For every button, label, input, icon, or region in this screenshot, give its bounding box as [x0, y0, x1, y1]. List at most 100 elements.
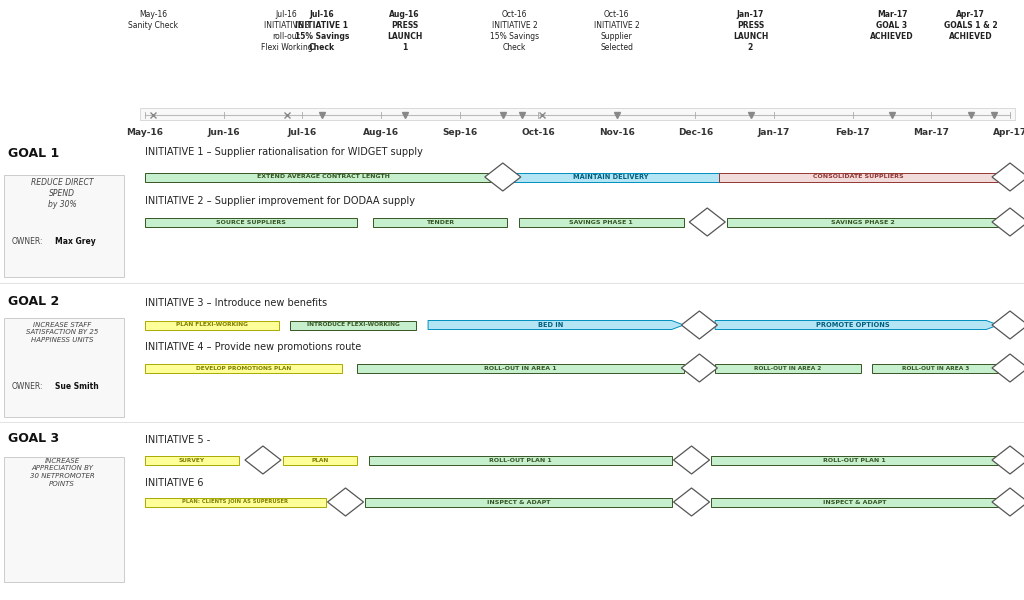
- Text: Oct-16: Oct-16: [521, 128, 555, 137]
- Text: INITIATIVE 1 – Supplier rationalisation for WIDGET supply: INITIATIVE 1 – Supplier rationalisation …: [145, 147, 423, 157]
- Bar: [145, 320, 279, 329]
- Bar: [715, 364, 860, 373]
- Polygon shape: [689, 208, 725, 236]
- Text: PROMOTE OPTIONS: PROMOTE OPTIONS: [816, 322, 890, 328]
- Text: INCREASE STAFF
SATISFACTION BY 25
HAPPINESS UNITS: INCREASE STAFF SATISFACTION BY 25 HAPPIN…: [26, 322, 98, 343]
- Bar: [145, 364, 342, 373]
- Text: INITIATIVE 4 – Provide new promotions route: INITIATIVE 4 – Provide new promotions ro…: [145, 342, 361, 352]
- Text: GOAL 3: GOAL 3: [8, 432, 59, 445]
- Polygon shape: [674, 488, 710, 516]
- Polygon shape: [681, 311, 718, 339]
- FancyBboxPatch shape: [4, 175, 124, 277]
- Polygon shape: [328, 488, 364, 516]
- Text: +10: +10: [693, 323, 706, 328]
- Text: REDUCE DIRECT
SPEND
by 30%: REDUCE DIRECT SPEND by 30%: [31, 178, 93, 209]
- Text: Jul-16
INITIATIVE 3
roll-out
Flexi Working: Jul-16 INITIATIVE 3 roll-out Flexi Worki…: [261, 10, 312, 52]
- Text: +30: +30: [1004, 457, 1016, 463]
- Text: Base-
line: Base- line: [338, 497, 353, 507]
- Text: INITIATIVE 3 – Introduce new benefits: INITIATIVE 3 – Introduce new benefits: [145, 298, 327, 308]
- Text: May-16
Sanity Check: May-16 Sanity Check: [128, 10, 178, 30]
- Text: +30: +30: [1004, 499, 1016, 505]
- Text: Mar-17
GOAL 3
ACHIEVED: Mar-17 GOAL 3 ACHIEVED: [870, 10, 913, 41]
- Polygon shape: [992, 208, 1024, 236]
- Text: INITIATIVE 2 – Supplier improvement for DODAA supply: INITIATIVE 2 – Supplier improvement for …: [145, 196, 415, 206]
- Bar: [712, 455, 998, 464]
- Text: SOURCE SUPPLIERS: SOURCE SUPPLIERS: [216, 220, 286, 224]
- Bar: [366, 497, 672, 506]
- Text: +25: +25: [1004, 365, 1016, 370]
- Text: GOAL 1: GOAL 1: [8, 147, 59, 160]
- Text: DEVELOP PROMOTIONS PLAN: DEVELOP PROMOTIONS PLAN: [196, 365, 291, 370]
- Text: 30%
Saving: 30% Saving: [1001, 217, 1019, 227]
- Text: INITIATIVE 5 -: INITIATIVE 5 -: [145, 435, 210, 445]
- Text: Mar-17: Mar-17: [913, 128, 949, 137]
- Polygon shape: [484, 163, 521, 191]
- Text: Apr-17: Apr-17: [993, 128, 1024, 137]
- Polygon shape: [992, 354, 1024, 382]
- Text: +15: +15: [685, 499, 697, 505]
- Text: Feb-17: Feb-17: [836, 128, 870, 137]
- Bar: [291, 320, 417, 329]
- Text: INTRODUCE FLEXI-WORKING: INTRODUCE FLEXI-WORKING: [307, 323, 399, 328]
- Bar: [727, 217, 998, 226]
- Text: GOAL 2: GOAL 2: [8, 295, 59, 308]
- FancyBboxPatch shape: [4, 457, 124, 582]
- Bar: [518, 217, 684, 226]
- Text: Apr-17
GOALS 1 & 2
ACHIEVED: Apr-17 GOALS 1 & 2 ACHIEVED: [944, 10, 997, 41]
- Text: BED IN: BED IN: [539, 322, 563, 328]
- Bar: [719, 173, 998, 181]
- Text: PLAN: CLIENTS JOIN AS SUPERUSER: PLAN: CLIENTS JOIN AS SUPERUSER: [182, 499, 289, 505]
- Text: TENDER: TENDER: [426, 220, 454, 224]
- Text: 30%
Saving: 30% Saving: [1001, 172, 1019, 182]
- Polygon shape: [992, 488, 1024, 516]
- Text: Jul-16: Jul-16: [288, 128, 316, 137]
- Text: INSPECT & ADAPT: INSPECT & ADAPT: [823, 499, 887, 505]
- Text: SAVINGS PHASE 1: SAVINGS PHASE 1: [569, 220, 633, 224]
- Text: Oct-16
INITIATIVE 2
Supplier
Selected: Oct-16 INITIATIVE 2 Supplier Selected: [594, 10, 640, 52]
- Text: ROLL-OUT PLAN 1: ROLL-OUT PLAN 1: [489, 457, 552, 463]
- Text: 15%
Saving: 15% Saving: [698, 217, 716, 227]
- Bar: [373, 217, 507, 226]
- Text: Max Grey: Max Grey: [55, 237, 96, 246]
- Bar: [145, 497, 326, 506]
- Polygon shape: [681, 354, 718, 382]
- Text: Sep-16: Sep-16: [442, 128, 477, 137]
- Text: SAVINGS PHASE 2: SAVINGS PHASE 2: [830, 220, 894, 224]
- Text: Dec-16: Dec-16: [678, 128, 713, 137]
- Text: Jul-16
INITIATIVE 1
15% Savings
Check: Jul-16 INITIATIVE 1 15% Savings Check: [295, 10, 349, 52]
- Polygon shape: [992, 311, 1024, 339]
- Polygon shape: [715, 320, 998, 329]
- Text: Oct-16
INITIATIVE 2
15% Savings
Check: Oct-16 INITIATIVE 2 15% Savings Check: [490, 10, 540, 52]
- Text: Nov-16: Nov-16: [599, 128, 635, 137]
- Text: MAINTAIN DELIVERY: MAINTAIN DELIVERY: [573, 174, 648, 180]
- Text: Jun-16: Jun-16: [207, 128, 240, 137]
- Text: CONSOLIDATE SUPPLIERS: CONSOLIDATE SUPPLIERS: [813, 175, 904, 179]
- Text: +15: +15: [685, 457, 697, 463]
- Text: Jan-17: Jan-17: [758, 128, 791, 137]
- Text: PLAN FLEXI-WORKING: PLAN FLEXI-WORKING: [176, 323, 248, 328]
- FancyBboxPatch shape: [4, 318, 124, 417]
- Text: ROLL-OUT IN AREA 1: ROLL-OUT IN AREA 1: [484, 365, 557, 370]
- Bar: [503, 173, 719, 181]
- Text: ROLL-OUT IN AREA 2: ROLL-OUT IN AREA 2: [754, 365, 821, 370]
- Bar: [140, 108, 1015, 120]
- Text: ROLL-OUT PLAN 1: ROLL-OUT PLAN 1: [823, 457, 886, 463]
- Text: EXTEND AVERAGE CONTRACT LENGTH: EXTEND AVERAGE CONTRACT LENGTH: [257, 175, 390, 179]
- Text: Sue Smith: Sue Smith: [55, 382, 98, 391]
- Text: Aug-16
PRESS
LAUNCH
1: Aug-16 PRESS LAUNCH 1: [387, 10, 422, 52]
- Text: Aug-16: Aug-16: [362, 128, 399, 137]
- Bar: [145, 217, 357, 226]
- Bar: [145, 173, 503, 181]
- Text: +10: +10: [693, 365, 706, 370]
- Text: PLAN: PLAN: [311, 457, 329, 463]
- Polygon shape: [992, 163, 1024, 191]
- Text: INSPECT & ADAPT: INSPECT & ADAPT: [486, 499, 550, 505]
- Text: Base
line: Base line: [257, 455, 269, 465]
- Polygon shape: [992, 446, 1024, 474]
- Bar: [283, 455, 357, 464]
- Text: OWNER:: OWNER:: [12, 237, 43, 246]
- Polygon shape: [428, 320, 684, 329]
- Bar: [357, 364, 684, 373]
- Bar: [712, 497, 998, 506]
- Bar: [145, 455, 240, 464]
